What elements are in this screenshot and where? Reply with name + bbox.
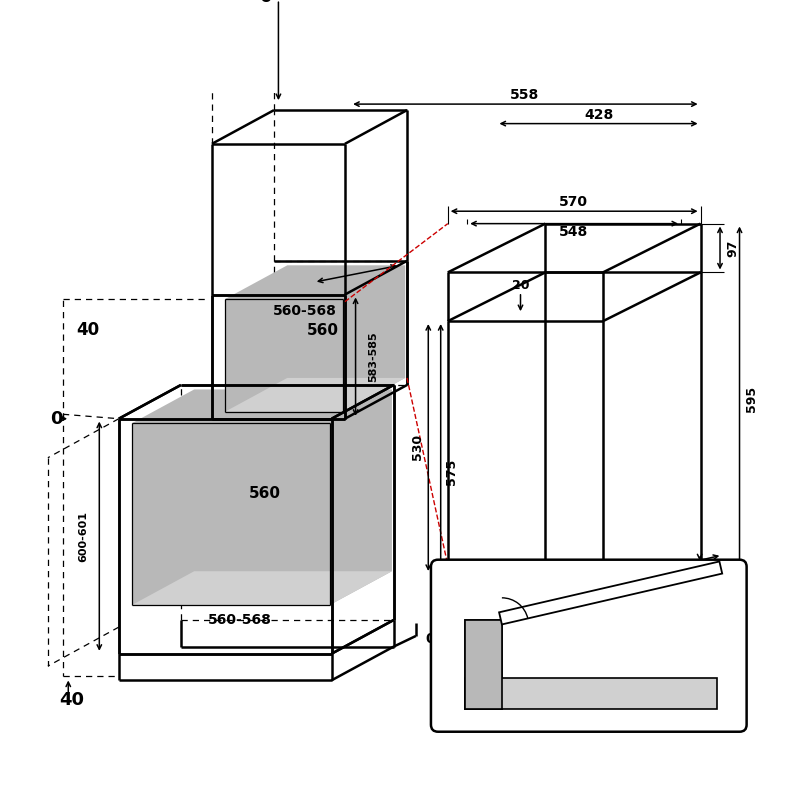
Text: 530: 530 (411, 434, 424, 460)
Text: 583-585: 583-585 (368, 331, 378, 382)
Text: 40: 40 (76, 321, 99, 339)
Text: 460: 460 (598, 568, 626, 582)
Polygon shape (465, 620, 502, 709)
Text: 20: 20 (512, 279, 530, 292)
Polygon shape (132, 571, 392, 605)
Polygon shape (499, 562, 722, 625)
Polygon shape (465, 620, 502, 709)
Text: 0: 0 (259, 0, 271, 6)
FancyBboxPatch shape (431, 560, 746, 732)
Text: 560: 560 (249, 486, 281, 501)
Text: 600-601: 600-601 (78, 511, 88, 562)
Text: 89°: 89° (511, 586, 538, 600)
Text: 0: 0 (654, 560, 662, 570)
Text: 548: 548 (559, 226, 588, 239)
Text: 560-568: 560-568 (273, 303, 337, 318)
Text: 97: 97 (726, 240, 739, 257)
Text: 428: 428 (584, 108, 613, 122)
Polygon shape (226, 266, 406, 412)
Circle shape (456, 634, 466, 644)
Polygon shape (465, 678, 718, 709)
Polygon shape (132, 390, 392, 605)
Text: 2: 2 (695, 707, 704, 721)
Text: 40: 40 (59, 691, 85, 709)
Text: 595: 595 (746, 386, 758, 412)
Polygon shape (226, 378, 406, 412)
Text: 0: 0 (426, 632, 435, 646)
Text: 560: 560 (306, 323, 338, 338)
Text: 570: 570 (559, 195, 588, 210)
Text: 560-568: 560-568 (208, 613, 272, 627)
Text: 0: 0 (50, 410, 63, 428)
Text: 20: 20 (483, 642, 501, 656)
Text: 595: 595 (512, 664, 538, 677)
Text: 558: 558 (510, 88, 539, 102)
Text: 575: 575 (445, 458, 458, 485)
